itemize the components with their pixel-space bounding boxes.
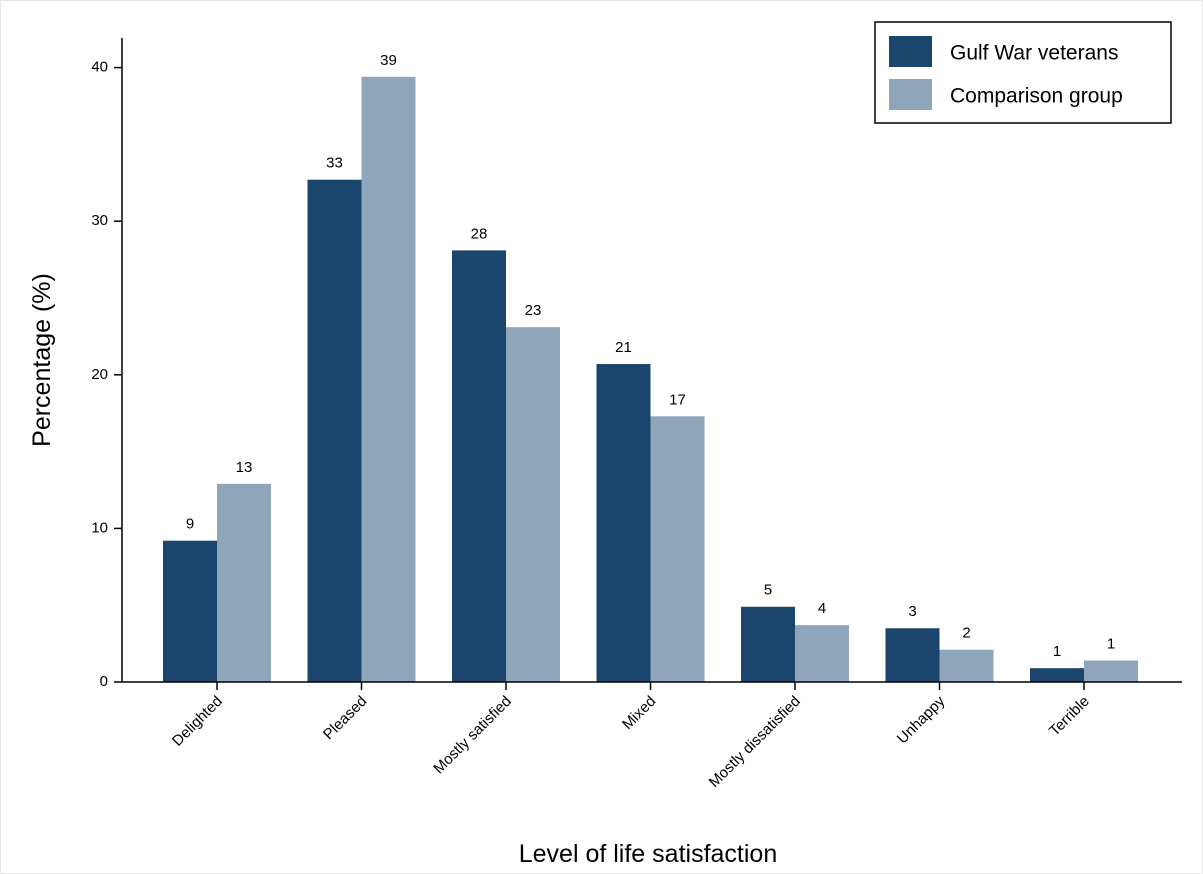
y-axis-title: Percentage (%) <box>28 273 56 447</box>
data-label-gulf-war-veterans-pleased: 33 <box>326 155 343 172</box>
data-label-gulf-war-veterans-unhappy: 3 <box>908 603 916 620</box>
bar-comparison-group-mixed <box>650 416 705 682</box>
data-label-gulf-war-veterans-mixed: 21 <box>615 339 632 356</box>
legend-swatch-comparison-group <box>889 79 932 110</box>
y-tick-label: 40 <box>91 59 108 76</box>
data-label-comparison-group-pleased: 39 <box>380 52 397 69</box>
data-label-comparison-group-mostly-satisfied: 23 <box>525 302 542 319</box>
bar-comparison-group-mostly-satisfied <box>506 327 560 682</box>
bar-comparison-group-pleased <box>361 76 416 683</box>
y-tick-label: 20 <box>91 366 108 383</box>
bars-layer <box>163 76 1138 683</box>
bar-gulf-war-veterans-mostly-satisfied <box>452 250 506 682</box>
data-label-gulf-war-veterans-mostly-dissatisfied: 5 <box>764 582 772 599</box>
data-label-comparison-group-mostly-dissatisfied: 4 <box>818 600 826 617</box>
legend-swatch-gulf-war-veterans <box>889 36 932 67</box>
legend-label-comparison-group: Comparison group <box>950 85 1123 108</box>
y-tick-label: 30 <box>91 212 108 229</box>
y-tick-label: 10 <box>91 519 108 536</box>
bar-comparison-group-delighted <box>217 483 271 682</box>
data-label-gulf-war-veterans-terrible: 1 <box>1053 643 1061 660</box>
x-tick-label-mostly-dissatisfied: Mostly dissatisfied <box>706 693 804 791</box>
bar-comparison-group-terrible <box>1084 660 1138 682</box>
bar-gulf-war-veterans-mostly-dissatisfied <box>741 606 795 682</box>
x-axis-title: Level of life satisfaction <box>519 840 777 868</box>
data-label-gulf-war-veterans-delighted: 9 <box>186 516 194 533</box>
bar-gulf-war-veterans-unhappy <box>885 628 940 682</box>
data-label-comparison-group-unhappy: 2 <box>962 625 970 642</box>
bar-comparison-group-unhappy <box>939 649 994 682</box>
x-tick-label-delighted: Delighted <box>169 693 226 750</box>
x-tick-label-pleased: Pleased <box>320 693 370 743</box>
data-label-comparison-group-terrible: 1 <box>1107 635 1115 652</box>
bar-gulf-war-veterans-pleased <box>307 179 362 682</box>
data-label-comparison-group-delighted: 13 <box>236 459 253 476</box>
legend: Gulf War veterans Comparison group <box>874 21 1172 124</box>
data-label-gulf-war-veterans-mostly-satisfied: 28 <box>471 225 488 242</box>
x-tick-label-mixed: Mixed <box>619 693 659 733</box>
bar-gulf-war-veterans-mixed <box>596 364 651 682</box>
y-tick-label: 0 <box>100 673 108 690</box>
bar-gulf-war-veterans-terrible <box>1030 668 1084 682</box>
bar-comparison-group-mostly-dissatisfied <box>795 625 849 682</box>
x-tick-label-unhappy: Unhappy <box>894 692 949 747</box>
x-tick-label-mostly-satisfied: Mostly satisfied <box>430 693 515 778</box>
axes-layer <box>121 38 1182 683</box>
x-tick-label-terrible: Terrible <box>1046 693 1093 740</box>
x-ticks-layer: Delighted Pleased Mostly satisfied Mixed Mos… <box>169 682 1093 791</box>
y-ticks-layer: 0 10 20 30 40 <box>91 59 122 690</box>
legend-label-gulf-war-veterans: Gulf War veterans <box>950 42 1118 65</box>
data-label-comparison-group-mixed: 17 <box>669 391 686 408</box>
bar-gulf-war-veterans-delighted <box>163 540 217 682</box>
